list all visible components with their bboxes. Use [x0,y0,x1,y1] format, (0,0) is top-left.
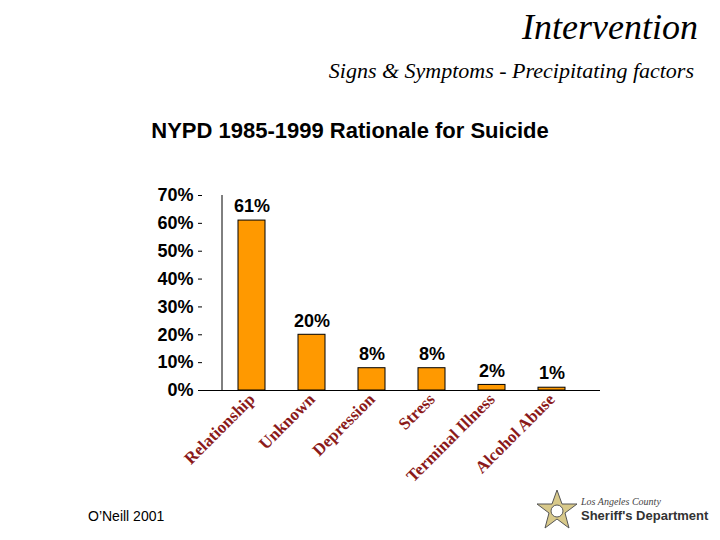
svg-text:Depression: Depression [309,389,379,459]
svg-text:70%: 70% [157,185,193,205]
svg-text:Unknown: Unknown [255,389,319,453]
svg-text:40%: 40% [157,269,193,289]
html-text:Intervention: Intervention [522,7,698,47]
svg-text:20%: 20% [157,325,193,345]
svg-text:Alcohol Abuse: Alcohol Abuse [471,389,559,477]
svg-text:0%: 0% [167,380,193,400]
svg-text:50%: 50% [157,241,193,261]
svg-text:60%: 60% [157,213,193,233]
svg-text:61%: 61% [234,196,270,216]
svg-text:8%: 8% [419,344,445,364]
svg-text:Relationship: Relationship [180,390,258,468]
html-text:O’Neill 2001: O’Neill 2001 [88,508,165,524]
html-text:Signs & Symptoms - Precipitati: Signs & Symptoms - Precipitating factors [328,58,694,83]
svg-text:30%: 30% [157,297,193,317]
html-text:Sheriff's Department: Sheriff's Department [581,508,709,523]
html-text:NYPD 1985-1999 Rationale for S: NYPD 1985-1999 Rationale for Suicide [151,118,549,143]
html-text:Los Angeles County: Los Angeles County [581,496,661,507]
svg-text:2%: 2% [479,361,505,381]
svg-text:Terminal Illness: Terminal Illness [402,389,499,486]
svg-text:8%: 8% [359,344,385,364]
svg-text:20%: 20% [294,311,330,331]
svg-text:10%: 10% [157,352,193,372]
svg-text:Stress: Stress [395,389,439,433]
svg-text:1%: 1% [539,363,565,383]
